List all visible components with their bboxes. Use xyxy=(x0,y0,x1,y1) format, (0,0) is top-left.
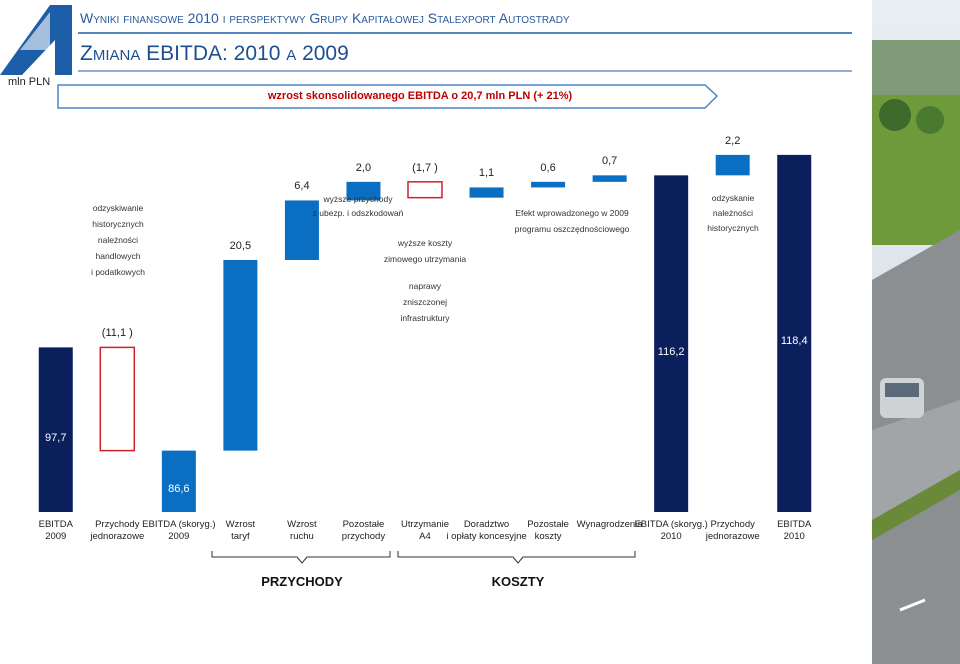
bar xyxy=(99,346,136,452)
bar xyxy=(346,181,381,201)
bar xyxy=(531,181,566,188)
annotation: naprawy zniszczonej infrastruktury xyxy=(400,281,450,323)
x-tick-label: Przychody jednorazowe xyxy=(90,519,145,542)
value-label: 0,7 xyxy=(601,155,618,168)
x-tick-label: EBITDA (skoryg.) 2010 xyxy=(634,519,708,542)
value-label: (11,1 ) xyxy=(101,327,133,340)
chart-subtitle: wzrost skonsolidowanego EBITDA o 20,7 ml… xyxy=(267,90,573,102)
value-label: (1,7 ) xyxy=(412,161,438,174)
bar xyxy=(777,154,812,512)
bar xyxy=(469,187,504,198)
x-tick-label: Utrzymanie A4 xyxy=(400,519,450,542)
value-label: 2,0 xyxy=(355,161,372,174)
header-title: Wyniki finansowe 2010 i perspektywy Grup… xyxy=(80,10,570,26)
x-tick-label: EBITDA 2009 xyxy=(38,519,73,542)
bar xyxy=(715,154,750,176)
value-label: 86,6 xyxy=(168,483,190,496)
value-label: 1,1 xyxy=(478,167,495,180)
x-tick-label: Wzrost taryf xyxy=(225,519,256,542)
value-label: 97,7 xyxy=(45,431,67,444)
logo-highlight xyxy=(20,12,50,50)
x-tick-label: Wzrost ruchu xyxy=(287,519,317,542)
x-tick-label: EBITDA 2010 xyxy=(777,519,812,542)
bar xyxy=(161,450,196,512)
value-label: 6,4 xyxy=(294,180,310,193)
unit-label: mln PLN xyxy=(8,76,51,88)
bar xyxy=(223,259,258,451)
road-photo xyxy=(872,0,960,664)
bar xyxy=(592,175,627,182)
banner-arrow xyxy=(57,84,719,109)
group-label: KOSZTY xyxy=(491,574,545,589)
x-tick-label: EBITDA (skoryg.) 2009 xyxy=(142,519,216,542)
annotation: odzyskiwanie historycznych należności ha… xyxy=(91,203,145,277)
value-label: 20,5 xyxy=(229,239,252,252)
x-tick-label: Pozostałe przychody xyxy=(341,519,386,542)
bar xyxy=(38,347,73,512)
bar xyxy=(284,200,319,260)
bar xyxy=(407,181,443,199)
x-tick-label: Doradztwo i opłaty koncesyjne xyxy=(446,519,527,542)
x-tick-label: Wynagrodzenia xyxy=(576,519,643,530)
chart-title: Zmiana EBITDA: 2010 a 2009 xyxy=(80,42,349,65)
group-brace xyxy=(397,551,636,564)
x-tick-label: Przychody jednorazowe xyxy=(705,519,760,542)
annotation: Efekt wprowadzonego w 2009 programu oszc… xyxy=(514,208,630,234)
annotation: odzyskanie należności historycznych xyxy=(707,193,759,233)
value-label: 2,2 xyxy=(725,134,741,147)
value-label: 0,6 xyxy=(540,161,556,174)
group-label: PRZYCHODY xyxy=(261,574,343,589)
x-tick-label: Pozostałe koszty xyxy=(527,519,569,542)
annotation: wyższe koszty zimowego utrzymania xyxy=(383,238,467,264)
value-label: 116,2 xyxy=(657,345,685,358)
annotation: wyższe przychody z ubezp. i odszkodowań xyxy=(312,194,404,218)
value-label: 118,4 xyxy=(780,335,808,348)
bar xyxy=(654,175,689,512)
group-brace xyxy=(211,551,391,564)
